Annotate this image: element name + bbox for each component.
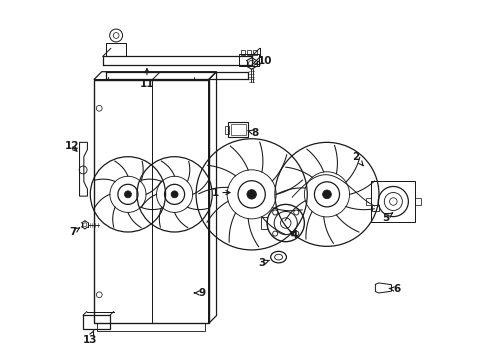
Text: 7: 7 — [69, 227, 80, 237]
Circle shape — [293, 231, 298, 236]
Circle shape — [124, 191, 131, 198]
Bar — [252, 50, 257, 55]
Text: 5: 5 — [382, 213, 392, 222]
Circle shape — [272, 231, 277, 236]
Text: 4: 4 — [290, 230, 297, 239]
Circle shape — [246, 190, 256, 199]
Bar — [230, 124, 245, 135]
Text: 8: 8 — [247, 128, 258, 138]
Bar — [371, 181, 414, 222]
Bar — [371, 205, 378, 211]
Bar — [225, 126, 228, 134]
Bar — [239, 54, 258, 66]
Bar — [83, 315, 110, 329]
Bar — [228, 122, 247, 137]
Bar — [414, 198, 420, 205]
Text: 11: 11 — [140, 69, 154, 89]
Circle shape — [293, 210, 298, 215]
Text: 6: 6 — [388, 284, 400, 294]
Text: 13: 13 — [82, 330, 97, 345]
Circle shape — [322, 190, 331, 199]
Text: 9: 9 — [194, 288, 205, 298]
Text: 10: 10 — [255, 56, 272, 66]
Bar — [366, 198, 371, 205]
Text: 12: 12 — [64, 141, 79, 151]
Bar — [246, 50, 251, 55]
Bar — [94, 80, 208, 323]
Bar — [261, 217, 266, 229]
Text: 3: 3 — [258, 258, 269, 268]
Text: 2: 2 — [351, 152, 363, 166]
Text: 1: 1 — [211, 188, 229, 198]
Circle shape — [272, 210, 277, 215]
Bar — [97, 323, 204, 330]
Bar — [106, 42, 126, 56]
Bar — [241, 50, 244, 55]
Circle shape — [171, 191, 178, 198]
